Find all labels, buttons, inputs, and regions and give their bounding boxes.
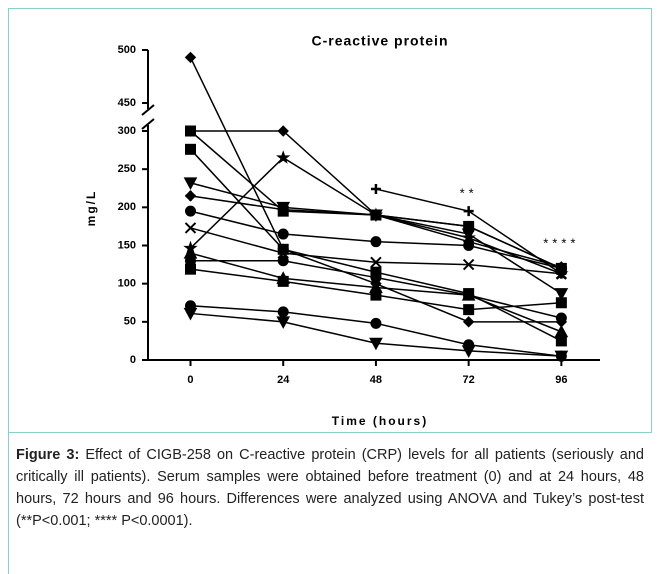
marker: [555, 312, 567, 324]
y-tick-label: 150: [118, 239, 136, 251]
marker: [555, 335, 567, 347]
marker: [554, 324, 569, 338]
marker: [461, 345, 476, 358]
marker: [462, 316, 475, 328]
series-line: [190, 130, 562, 270]
marker: [370, 289, 382, 301]
marker: [184, 51, 197, 64]
x-tick-label: 0: [187, 374, 193, 386]
axis-break: [141, 118, 155, 130]
series-line: [190, 130, 562, 270]
significance: **: [460, 185, 478, 200]
marker: [369, 337, 383, 351]
x-axis-label: Time (hours): [332, 414, 428, 428]
marker: [277, 125, 289, 137]
caption: Figure 3: Effect of CIGB-258 on C-reacti…: [16, 444, 644, 532]
marker: [184, 190, 197, 202]
marker: [463, 206, 474, 217]
marker: [277, 275, 289, 287]
y-tick-label: 200: [118, 201, 136, 213]
marker: [184, 143, 196, 155]
y-tick-label: 50: [124, 316, 136, 328]
marker: [183, 307, 198, 321]
marker: [461, 228, 476, 242]
marker: [184, 205, 196, 217]
marker: [370, 184, 381, 195]
chart-frame: [8, 8, 652, 433]
marker: [276, 150, 291, 164]
marker: [277, 228, 289, 240]
y-axis-label: mg/L: [84, 190, 98, 227]
marker: [184, 263, 196, 275]
marker: [277, 255, 289, 267]
marker: [370, 209, 382, 221]
marker: [463, 304, 475, 316]
x-tick-label: 72: [463, 374, 475, 386]
marker: [463, 289, 475, 301]
caption-text: Effect of CIGB-258 on C-reactive protein…: [16, 447, 644, 529]
marker: [462, 258, 475, 271]
x-tick-label: 96: [555, 374, 567, 386]
y-tick-label: 300: [118, 125, 136, 137]
chart-title: C-reactive protein: [311, 33, 448, 49]
marker: [277, 306, 289, 318]
series-line: [190, 195, 562, 268]
marker: [370, 272, 382, 284]
y-tick-label: 0: [130, 354, 136, 366]
marker: [370, 256, 382, 269]
significance: ****: [543, 235, 579, 250]
marker: [184, 125, 196, 137]
marker: [370, 236, 382, 248]
marker: [554, 350, 569, 364]
x-tick-label: 24: [277, 374, 290, 386]
marker: [555, 262, 567, 274]
marker: [555, 268, 568, 280]
marker: [184, 222, 197, 234]
marker: [276, 316, 291, 329]
axis-break: [141, 104, 155, 116]
y-tick-label: 100: [118, 278, 136, 290]
marker: [554, 288, 569, 301]
marker: [463, 240, 475, 251]
caption-label: Figure 3:: [16, 447, 80, 463]
marker: [183, 177, 198, 190]
y-tick-label: 450: [118, 97, 136, 109]
y-tick-label: 250: [118, 163, 136, 175]
x-tick-label: 48: [370, 374, 382, 386]
y-tick-label: 500: [118, 44, 136, 56]
marker: [555, 297, 567, 309]
marker: [277, 203, 289, 216]
marker: [370, 317, 382, 329]
